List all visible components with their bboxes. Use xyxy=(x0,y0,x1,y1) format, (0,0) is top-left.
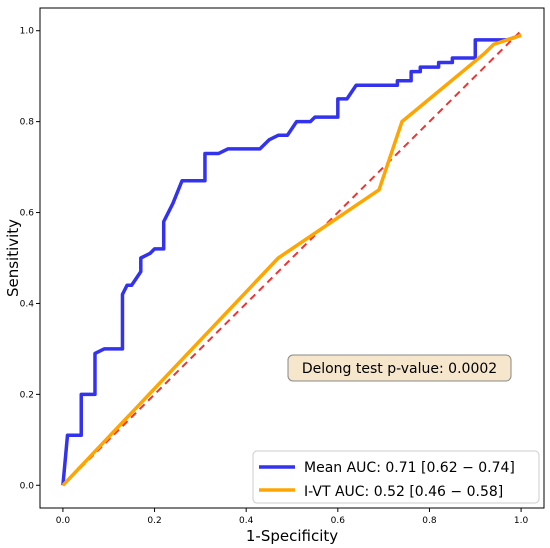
mean-roc-curve xyxy=(61,33,522,486)
annotation-text: Delong test p-value: 0.0002 xyxy=(302,361,497,377)
x-tick-label: 0.8 xyxy=(422,516,437,526)
x-tick-label: 0.4 xyxy=(239,516,254,526)
y-tick-label: 0.0 xyxy=(20,481,35,491)
y-axis-label: Sensitivity xyxy=(4,219,22,297)
y-tick-label: 0.4 xyxy=(20,299,35,309)
legend: Mean AUC: 0.71 [0.62 − 0.74] I-VT AUC: 0… xyxy=(252,450,540,504)
legend-label-ivt: I-VT AUC: 0.52 [0.46 − 0.58] xyxy=(304,484,503,500)
x-tick-label: 0.6 xyxy=(331,516,346,526)
x-axis-label: 1-Specificity xyxy=(246,527,338,545)
y-tick-label: 0.2 xyxy=(20,390,34,400)
ivt-roc-curve xyxy=(61,33,522,487)
annotation-box: Delong test p-value: 0.0002 xyxy=(287,354,512,382)
x-axis-ticks: 0.0 0.2 0.4 0.6 0.8 1.0 xyxy=(56,508,529,526)
x-tick-label: 1.0 xyxy=(514,516,529,526)
annotation-background xyxy=(287,354,512,382)
series-layer xyxy=(61,33,522,487)
legend-label-mean: Mean AUC: 0.71 [0.62 − 0.74] xyxy=(304,460,515,476)
y-axis-ticks: 0.0 0.2 0.4 0.6 0.8 1.0 xyxy=(20,27,40,491)
x-tick-label: 0.0 xyxy=(56,516,71,526)
y-tick-label: 0.8 xyxy=(20,118,35,128)
legend-frame xyxy=(252,450,540,504)
x-tick-label: 0.2 xyxy=(147,516,161,526)
y-tick-label: 0.6 xyxy=(20,209,35,219)
y-tick-label: 1.0 xyxy=(20,27,35,37)
